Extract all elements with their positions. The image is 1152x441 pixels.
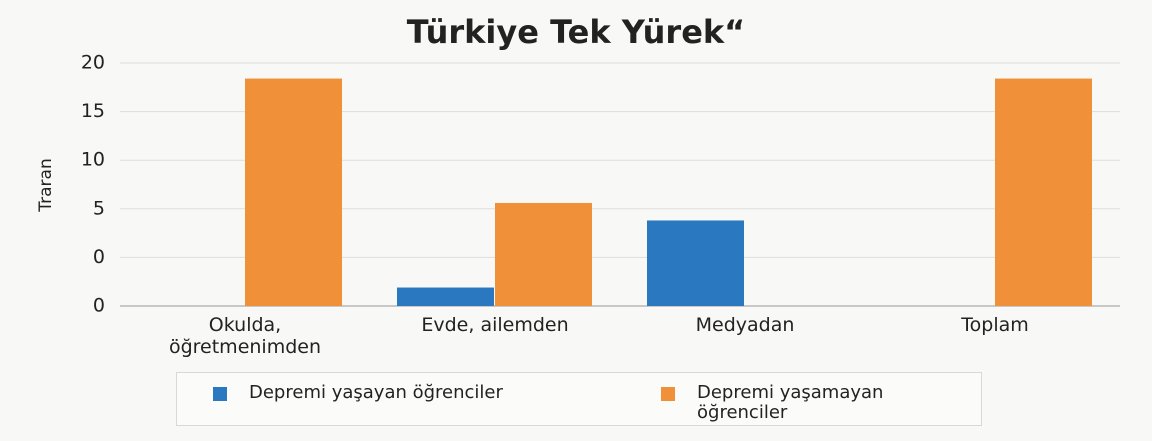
y-tick-label: 0	[93, 246, 105, 268]
legend-item: Depremi yaşamayan öğrenciler	[661, 383, 951, 423]
bar	[245, 78, 342, 306]
legend-swatch	[213, 387, 227, 401]
legend: Depremi yaşayan öğrenciler Depremi yaşama…	[176, 372, 982, 426]
x-tick-label: Okulda, öğretmenimden	[168, 314, 322, 358]
y-axis-label: Traran	[36, 158, 56, 212]
y-tick-label: 5	[93, 197, 105, 219]
x-tick-label: Medyadan	[695, 314, 795, 336]
y-tick-label: 20	[81, 52, 105, 74]
bar	[495, 202, 592, 306]
legend-label: Depremi yaşamayan öğrenciler	[697, 382, 884, 423]
bar	[397, 287, 494, 306]
bar	[647, 220, 744, 306]
legend-item: Depremi yaşayan öğrenciler	[213, 383, 633, 403]
chart-title: Türkiye Tek Yürek“	[407, 13, 745, 51]
bar	[995, 78, 1092, 306]
x-tick-label: Toplam	[961, 314, 1029, 336]
y-tick-label: 15	[81, 100, 105, 122]
legend-swatch	[661, 387, 675, 401]
y-tick-label: 10	[81, 149, 105, 171]
y-tick-label: 0	[93, 295, 105, 317]
x-tick-label: Evde, ailemden	[421, 314, 569, 336]
legend-label: Depremi yaşayan öğrenciler	[249, 382, 503, 403]
